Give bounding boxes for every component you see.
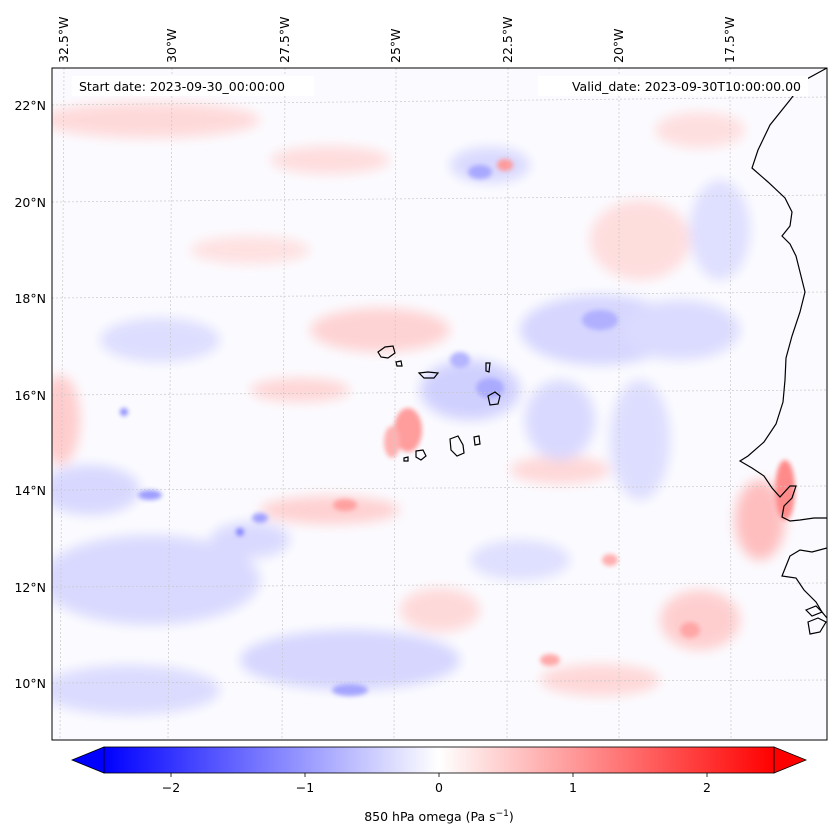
valid-date-label: Valid_date: 2023-09-30T10:00:00.00 xyxy=(572,79,801,94)
colorbar-ticks xyxy=(170,773,708,777)
colorbar-min-extend xyxy=(70,746,105,774)
gridlines xyxy=(52,68,827,740)
lon-label-32-5w: 32.5°W xyxy=(56,17,71,63)
island-brava xyxy=(403,456,409,462)
lon-label-25w: 25°W xyxy=(388,28,403,63)
colorbar-gradient xyxy=(104,747,774,773)
colorbar-title: 850 hPa omega (Pa s−1) xyxy=(364,809,514,824)
colorbar-tick-m2: −2 xyxy=(162,780,180,795)
start-date-box xyxy=(72,76,314,96)
colorbar-tick-0: 0 xyxy=(435,780,443,795)
lon-label-17-5w: 17.5°W xyxy=(722,17,737,63)
lat-label-12n: 12°N xyxy=(14,580,46,595)
latitude-labels: 22°N 20°N 18°N 16°N 14°N 12°N 10°N xyxy=(14,98,46,691)
island-sao-nicolau xyxy=(417,371,440,379)
lon-label-27-5w: 27.5°W xyxy=(277,17,292,63)
island-maio xyxy=(473,435,481,446)
island-sao-vicente xyxy=(395,360,403,367)
island-sal xyxy=(485,362,491,373)
colorbar: −2 −1 0 1 2 850 hPa omega (Pa s−1) xyxy=(70,746,808,824)
lon-label-22-5w: 22.5°W xyxy=(500,17,515,63)
island-boa-vista xyxy=(487,391,501,406)
lat-label-16n: 16°N xyxy=(14,388,46,403)
valid-date-box xyxy=(538,76,808,96)
colorbar-tick-2: 2 xyxy=(703,780,711,795)
start-date-label: Start date: 2023-09-30_00:00:00 xyxy=(79,79,285,94)
lat-label-14n: 14°N xyxy=(14,483,46,498)
lat-label-10n: 10°N xyxy=(14,676,46,691)
colorbar-tick-m1: −1 xyxy=(296,780,314,795)
longitude-labels: 32.5°W 30°W 27.5°W 25°W 22.5°W 20°W 17.5… xyxy=(56,17,737,63)
guinea-coastline xyxy=(781,547,827,619)
lat-label-22n: 22°N xyxy=(14,98,46,113)
lon-label-30w: 30°W xyxy=(164,28,179,63)
island-fogo xyxy=(415,449,427,461)
map-frame xyxy=(51,67,828,741)
colorbar-tick-1: 1 xyxy=(569,780,577,795)
island-santiago xyxy=(449,435,465,457)
coastlines xyxy=(377,68,827,635)
lat-label-20n: 20°N xyxy=(14,195,46,210)
african-coastline xyxy=(738,68,827,522)
island-santo-antao xyxy=(377,345,396,359)
lon-label-20w: 20°W xyxy=(611,28,626,63)
omega-field xyxy=(52,102,795,715)
colorbar-max-extend xyxy=(773,746,808,774)
lat-label-18n: 18°N xyxy=(14,291,46,306)
